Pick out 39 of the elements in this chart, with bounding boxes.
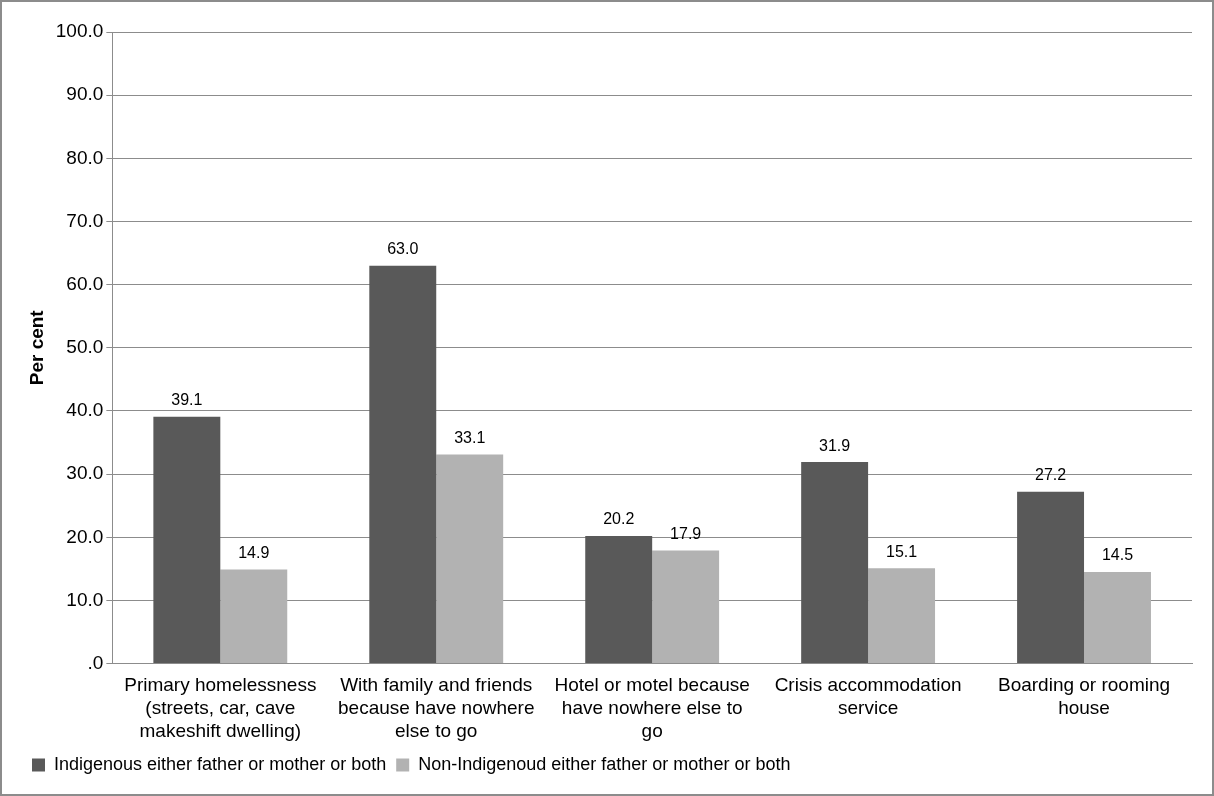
x-tick-label: Boarding or rooming house: [997, 674, 1171, 719]
x-tick-label: Hotel or motel because have nowhere else to go: [554, 674, 750, 741]
data-label: 31.9: [819, 436, 851, 454]
bar: [369, 265, 437, 664]
y-tick-label: 20.0: [66, 525, 104, 547]
y-axis-title: Per cent: [25, 309, 47, 386]
bar: [220, 569, 288, 664]
x-tick-label: Crisis accommodation service: [774, 674, 962, 719]
data-label: 17.9: [670, 524, 702, 542]
data-label: 63.0: [387, 240, 419, 258]
data-label: 14.9: [238, 543, 270, 561]
y-tick-label: 30.0: [66, 462, 104, 484]
data-label: 33.1: [454, 428, 486, 446]
y-tick-label: 100.0: [55, 20, 104, 42]
y-tick-label: 70.0: [66, 209, 104, 231]
bar: [585, 536, 653, 664]
x-tick-label: Primary homelessness (streets, car, cave makeshift dwelling): [124, 674, 317, 741]
legend-label: Indigenous either father or mother or both: [54, 753, 387, 774]
x-tick-label: With family and friends because have nowhere else to go: [338, 674, 535, 741]
bar: [868, 568, 936, 664]
y-tick-label: 90.0: [66, 83, 104, 105]
y-tick-label: 40.0: [66, 399, 104, 421]
bar: [1017, 491, 1085, 664]
y-tick-label: 50.0: [66, 336, 104, 358]
bar: [436, 454, 504, 664]
data-label: 14.5: [1101, 546, 1134, 564]
y-tick-label: 60.0: [66, 272, 104, 294]
data-label: 39.1: [171, 391, 203, 409]
data-label: 20.2: [603, 510, 635, 528]
legend-label: Non-Indigenoud either father or mother or both: [418, 753, 791, 774]
y-tick-label: 10.0: [66, 588, 104, 610]
data-label: 27.2: [1035, 466, 1067, 484]
bar: [801, 462, 869, 664]
bar: [1084, 572, 1151, 664]
bar: [652, 550, 720, 664]
y-tick-label: .0: [87, 651, 104, 673]
data-label: 15.1: [886, 542, 918, 560]
y-tick-label: 80.0: [66, 146, 104, 168]
bar: [153, 416, 221, 664]
